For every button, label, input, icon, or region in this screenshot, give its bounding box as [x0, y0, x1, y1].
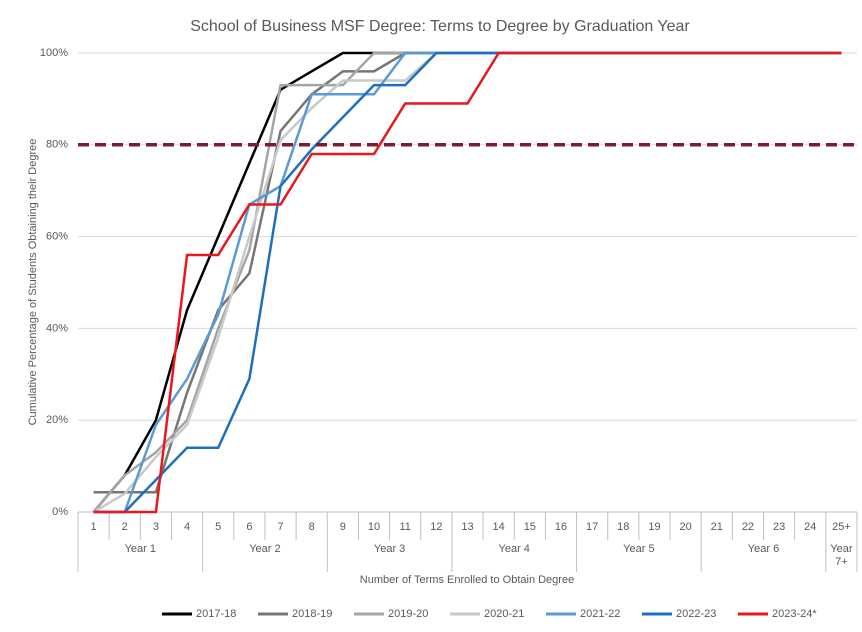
x-tick-label: 19	[648, 521, 660, 533]
x-tick-label: 20	[679, 521, 691, 533]
x-tick-label: 18	[617, 521, 629, 533]
legend-label: 2019-20	[388, 608, 428, 620]
x-tick-label: 10	[368, 521, 380, 533]
y-tick-label: 0%	[52, 506, 68, 518]
data-line	[93, 51, 842, 514]
group-label: Year 5	[623, 543, 655, 555]
data-line	[92, 51, 842, 513]
x-tick-label: 3	[153, 521, 159, 533]
x-tick-label: 12	[430, 521, 442, 533]
legend-label: 2018-19	[292, 608, 332, 620]
legend-label: 2020-21	[484, 608, 524, 620]
x-tick-label: 6	[246, 521, 252, 533]
x-tick-label: 24	[804, 521, 816, 533]
data-line	[93, 51, 842, 494]
x-tick-label: 16	[555, 521, 567, 533]
y-tick-label: 20%	[46, 414, 68, 426]
legend-label: 2023-24*	[772, 608, 817, 620]
x-tick-label: 5	[215, 521, 221, 533]
group-label: Year 6	[747, 543, 780, 555]
legend-label: 2021-22	[580, 608, 620, 620]
data-line	[93, 51, 842, 514]
x-tick-label: 22	[742, 521, 754, 533]
group-label: Year 4	[498, 543, 530, 555]
x-axis-title: Number of Terms Enrolled to Obtain Degre…	[360, 574, 574, 586]
y-tick-label: 60%	[46, 231, 68, 243]
group-label: Year 2	[249, 543, 281, 555]
legend-label: 2022-23	[676, 608, 716, 620]
data-line	[93, 51, 842, 514]
x-tick-label: 21	[711, 521, 723, 533]
y-tick-label: 80%	[46, 139, 68, 151]
x-tick-label: 13	[461, 521, 473, 533]
data-line	[92, 51, 842, 513]
y-axis-title: Cumulative Percentage of Students Obtain…	[27, 139, 39, 426]
x-tick-label: 8	[309, 521, 315, 533]
x-tick-label: 1	[91, 521, 97, 533]
x-tick-label: 15	[524, 521, 536, 533]
x-tick-label: 17	[586, 521, 598, 533]
x-tick-label: 4	[184, 521, 190, 533]
x-tick-label: 7	[277, 521, 283, 533]
group-label: Year 3	[373, 543, 406, 555]
x-tick-label: 23	[773, 521, 785, 533]
group-label: Year 7+	[830, 543, 853, 568]
legend-label: 2017-18	[196, 608, 236, 620]
y-tick-label: 100%	[40, 47, 68, 59]
group-label: Year 1	[124, 543, 157, 555]
x-tick-label: 14	[493, 521, 505, 533]
chart-title: School of Business MSF Degree: Terms to …	[190, 18, 690, 35]
y-tick-label: 40%	[46, 322, 68, 334]
data-line	[92, 51, 842, 514]
x-tick-label: 2	[122, 521, 128, 533]
x-tick-label: 11	[399, 521, 410, 533]
x-tick-label: 9	[340, 521, 346, 533]
x-tick-label: 25+	[832, 521, 851, 533]
